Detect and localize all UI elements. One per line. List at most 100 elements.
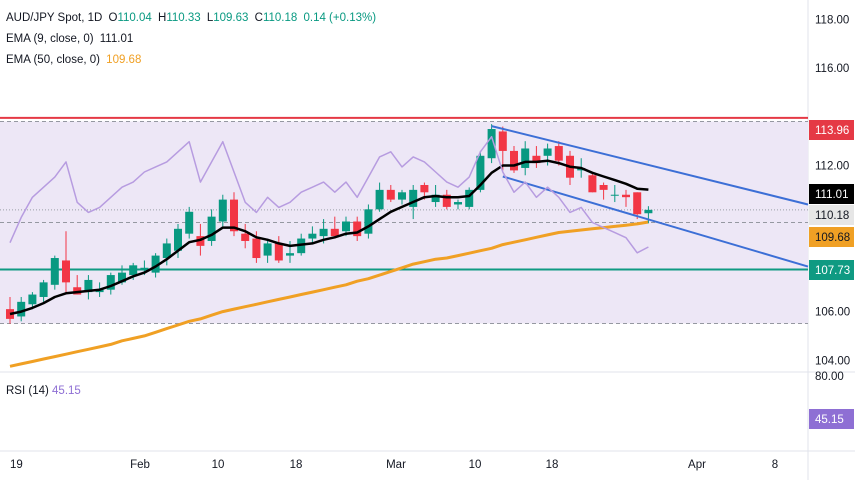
price-tick-label: 112.00 bbox=[815, 161, 849, 173]
time-tick-label: Feb bbox=[130, 459, 150, 471]
price-tag-bg bbox=[809, 227, 854, 247]
candle-body bbox=[644, 209, 653, 214]
candle-body bbox=[151, 255, 160, 273]
ema50-value: 109.68 bbox=[106, 54, 142, 66]
candle-body bbox=[28, 294, 37, 305]
candle-body bbox=[6, 309, 14, 319]
candle-body bbox=[207, 216, 216, 241]
candle-body bbox=[319, 228, 328, 237]
price-tag-label: 111.01 bbox=[815, 189, 848, 201]
candle-body bbox=[308, 233, 317, 239]
price-tag-label: 109.68 bbox=[815, 232, 850, 244]
rsi-tag-bg bbox=[809, 409, 854, 429]
candle-body bbox=[386, 189, 395, 200]
time-tick-label: Mar bbox=[386, 459, 406, 471]
candle-body bbox=[622, 194, 630, 198]
candle-body bbox=[375, 189, 384, 210]
candle-body bbox=[465, 189, 474, 207]
candle-body bbox=[476, 155, 485, 190]
candle-body bbox=[263, 243, 272, 256]
change-value: 0.14 (+0.13%) bbox=[303, 12, 377, 24]
low-value: 109.63 bbox=[213, 12, 249, 24]
time-tick-label: 10 bbox=[212, 459, 225, 471]
rsi-value: 45.15 bbox=[52, 385, 81, 397]
candle-body bbox=[185, 211, 194, 234]
candle-body bbox=[532, 155, 541, 164]
high-label: H bbox=[158, 12, 167, 24]
candle-body bbox=[431, 194, 440, 203]
candle-body bbox=[588, 175, 597, 193]
candle-body bbox=[610, 194, 619, 196]
candle-body bbox=[442, 194, 451, 207]
open-value: 110.04 bbox=[117, 12, 152, 24]
price-tag-label: 110.18 bbox=[815, 210, 849, 222]
price-tick-label: 104.00 bbox=[815, 355, 850, 367]
candle-body bbox=[50, 258, 59, 285]
candle-body bbox=[454, 202, 462, 205]
candle-body bbox=[420, 185, 429, 193]
low-label: L bbox=[206, 12, 214, 24]
rsi-line bbox=[9, 135, 649, 254]
ema50-line bbox=[9, 220, 649, 368]
high-value: 110.33 bbox=[166, 12, 201, 24]
price-tag-bg bbox=[809, 260, 854, 280]
price-tick-label: 118.00 bbox=[815, 14, 849, 26]
ema9-line bbox=[9, 159, 649, 316]
candle-body bbox=[398, 192, 406, 200]
channel-lower-line bbox=[502, 175, 809, 268]
candle-body bbox=[118, 272, 126, 283]
candle-body bbox=[554, 146, 563, 161]
candle-body bbox=[39, 282, 48, 297]
channel-upper-line bbox=[491, 125, 809, 206]
candle-body bbox=[274, 243, 283, 261]
price-tag-bg bbox=[809, 184, 854, 204]
candle-body bbox=[521, 148, 530, 168]
candle-body bbox=[364, 209, 373, 234]
close-label: C bbox=[254, 12, 263, 24]
price-tick-label: 116.00 bbox=[815, 63, 849, 75]
price-tag-label: 107.73 bbox=[815, 265, 850, 277]
ema9-value: 111.01 bbox=[99, 33, 134, 45]
candle-body bbox=[174, 228, 182, 251]
price-tag-bg bbox=[809, 120, 854, 140]
legend-row-symbol: AUD/JPY Spot, 1D O110.04 H110.33 L109.63… bbox=[6, 12, 379, 24]
legend-row-ema9: EMA (9, close, 0) 111.01 bbox=[6, 33, 136, 45]
candle-body bbox=[17, 301, 26, 317]
price-tag-label: 113.96 bbox=[815, 125, 849, 137]
price-tick-label: 106.00 bbox=[815, 307, 850, 319]
rsi-tick-label: 80.00 bbox=[815, 371, 844, 383]
price-tag-bg bbox=[809, 205, 854, 225]
candle-body bbox=[252, 238, 261, 259]
rsi-legend: RSI (14) 45.15 bbox=[6, 385, 81, 397]
time-tick-label: 18 bbox=[546, 459, 559, 471]
ema9-label: EMA (9, close, 0) bbox=[6, 33, 94, 45]
candle-body bbox=[129, 265, 138, 276]
time-tick-label: 8 bbox=[772, 459, 778, 471]
candle-body bbox=[599, 185, 608, 190]
candle-body bbox=[487, 129, 496, 159]
candle-body bbox=[330, 228, 339, 237]
candle-body bbox=[230, 199, 238, 232]
time-tick-label: 19 bbox=[10, 459, 23, 471]
candle-body bbox=[409, 189, 418, 207]
candle-body bbox=[140, 267, 149, 271]
candle-body bbox=[342, 221, 350, 232]
candle-body bbox=[498, 131, 507, 151]
time-tick-label: 18 bbox=[290, 459, 303, 471]
candle-body bbox=[106, 275, 115, 290]
legend-row-ema50: EMA (50, close, 0) 109.68 bbox=[6, 54, 144, 66]
candle-body bbox=[84, 279, 93, 293]
rsi-label: RSI (14) bbox=[6, 385, 49, 397]
open-label: O bbox=[108, 12, 118, 24]
candle-body bbox=[353, 221, 362, 237]
candle-body bbox=[62, 260, 70, 283]
candle-body bbox=[286, 253, 294, 256]
candle-body bbox=[510, 150, 518, 171]
candle-body bbox=[162, 243, 171, 259]
time-tick-label: Apr bbox=[688, 459, 706, 471]
candle-body bbox=[218, 199, 227, 222]
candle-body bbox=[543, 148, 552, 156]
symbol-label: AUD/JPY Spot, 1D bbox=[6, 12, 103, 24]
